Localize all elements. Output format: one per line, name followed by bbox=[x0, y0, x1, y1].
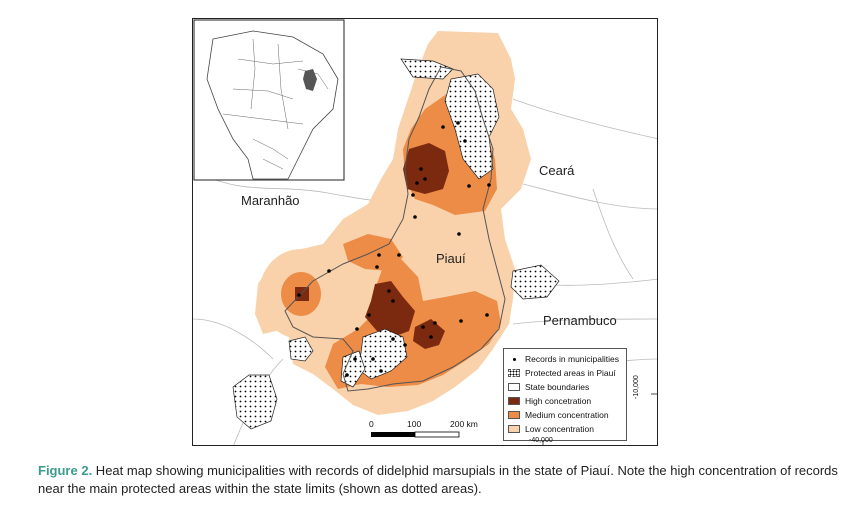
coord-label-lon: -40,000 bbox=[529, 437, 553, 444]
scale-label-0: 0 bbox=[369, 419, 374, 429]
high-swatch-icon bbox=[508, 397, 520, 405]
scale-label-100: 100 bbox=[407, 419, 422, 429]
record-point-icon bbox=[508, 355, 520, 363]
legend-records: Records in municipalities bbox=[508, 352, 622, 366]
coord-label-lat: -10,000 bbox=[633, 375, 640, 399]
scale-label-200: 200 km bbox=[450, 419, 478, 429]
piaui-locator bbox=[303, 69, 317, 91]
high-concentration-zone bbox=[295, 143, 449, 349]
protected-areas bbox=[232, 58, 560, 430]
medium-swatch-icon bbox=[508, 411, 520, 419]
region-label-pernambuco: Pernambuco bbox=[543, 313, 617, 328]
dotted-swatch-icon bbox=[508, 369, 520, 377]
scale-bar bbox=[371, 431, 460, 438]
caption-label: Figure 2. bbox=[38, 463, 93, 478]
boundary-swatch-icon bbox=[508, 383, 520, 391]
caption-text: Heat map showing municipalities with rec… bbox=[38, 463, 838, 496]
heat-map bbox=[193, 19, 657, 445]
piaui-boundary bbox=[284, 66, 506, 392]
inset-map bbox=[193, 19, 345, 181]
figure-caption: Figure 2. Heat map showing municipalitie… bbox=[38, 462, 838, 498]
region-label-ceara: Ceará bbox=[539, 163, 575, 178]
legend-protected: Protected areas in Piauí bbox=[508, 366, 622, 380]
map-legend: Records in municipalities Protected area… bbox=[503, 348, 627, 441]
low-swatch-icon bbox=[508, 425, 520, 433]
record-points bbox=[297, 121, 491, 377]
region-label-maranhao: Maranhão bbox=[241, 193, 300, 208]
legend-boundaries: State boundaries bbox=[508, 380, 622, 394]
legend-high: High concetration bbox=[508, 394, 622, 408]
map-frame: Maranhão Ceará Piauí Pernambuco Records … bbox=[192, 18, 658, 446]
legend-medium: Medium concentration bbox=[508, 408, 622, 422]
region-label-piaui: Piauí bbox=[436, 251, 466, 266]
legend-low: Low concentration bbox=[508, 422, 622, 436]
